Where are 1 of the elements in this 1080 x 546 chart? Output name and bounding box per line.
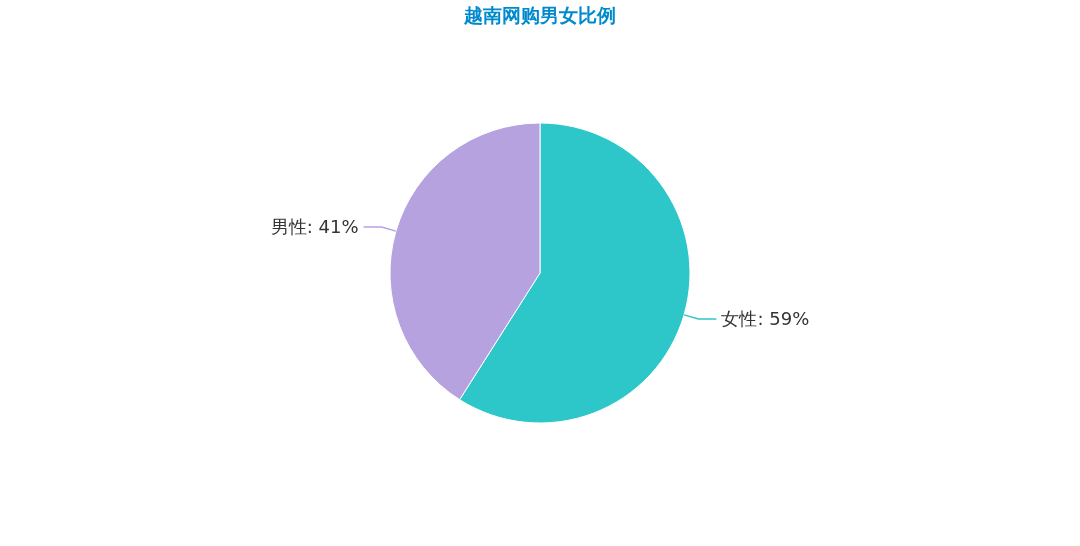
title: 越南网购男女比例 — [464, 4, 616, 26]
